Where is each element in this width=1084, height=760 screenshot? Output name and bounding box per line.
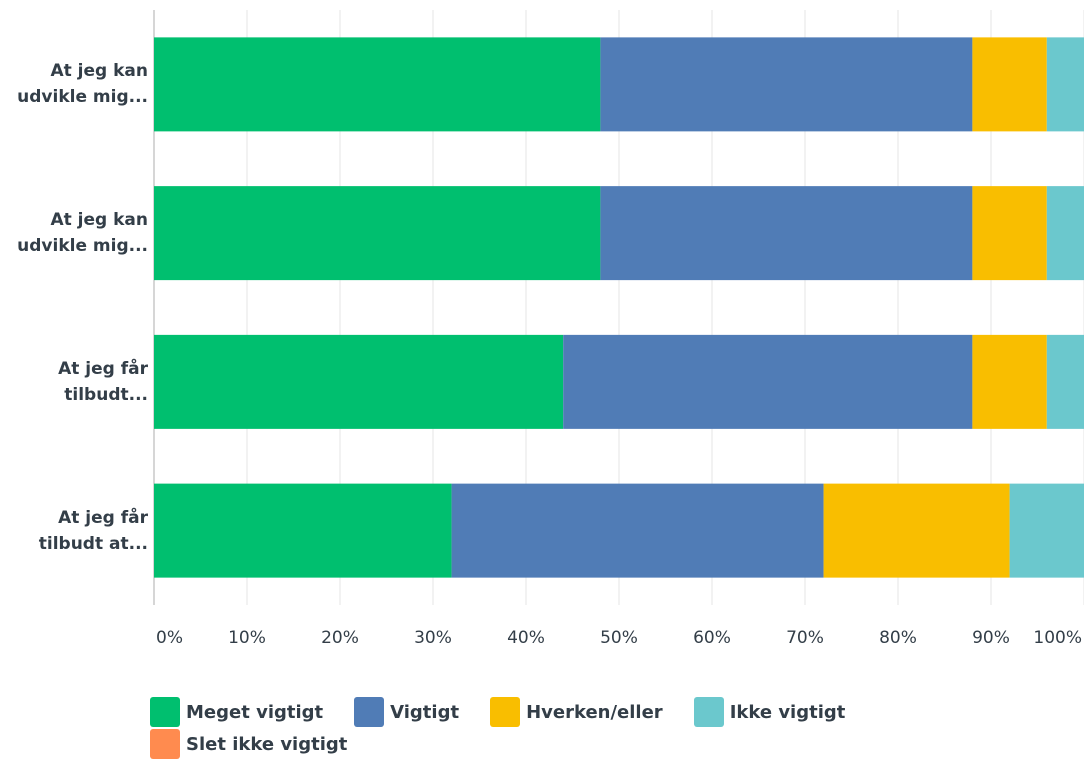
bar-segment [451, 483, 824, 578]
x-tick-label: 10% [228, 628, 266, 648]
x-tick-label: 90% [972, 628, 1010, 648]
bar-segment [972, 334, 1047, 429]
bar-segment [154, 37, 601, 132]
bar-segment [154, 483, 452, 578]
legend-item: Meget vigtigt [150, 697, 323, 727]
legend-item: Vigtigt [354, 697, 459, 727]
y-tick-label: At jeg får tilbudt at... [38, 507, 148, 554]
bar-segment [1046, 186, 1084, 281]
y-tick-label: At jeg får tilbudt... [58, 358, 148, 405]
chart: 0% 10% 20% 30% 40% 50% 60% 70% 80% 90% 100% [153, 10, 1084, 648]
x-tick-label: 70% [786, 628, 824, 648]
x-tick-label: 30% [414, 628, 452, 648]
y-tick-label: At jeg kan udvikle mig... [17, 61, 148, 108]
legend-label: Vigtigt [390, 701, 460, 723]
bar-segment [972, 37, 1047, 132]
bar-segment [1046, 334, 1084, 429]
x-tick-label: 80% [879, 628, 917, 648]
y-tick-label: At jeg kan udvikle mig... [17, 210, 148, 257]
legend-swatch [354, 697, 385, 727]
x-tick-label: 40% [507, 628, 545, 648]
legend-item: Hverken/eller [490, 697, 663, 727]
bar-segment [1046, 37, 1084, 132]
legend: Meget vigtigt Vigtigt Hverken/eller Ikke vi… [150, 697, 910, 759]
legend-swatch [150, 697, 180, 727]
legend-swatch [693, 697, 724, 727]
x-tick-label: 20% [321, 628, 359, 648]
x-tick-label: 0% [156, 628, 183, 648]
legend-label: Slet ikke vigtigt [186, 733, 348, 755]
legend-label: Meget vigtigt [186, 701, 324, 723]
x-tick-label: 100% [1033, 628, 1082, 648]
bar-segment [600, 37, 973, 132]
bar-segment [563, 334, 973, 429]
x-tick-label: 60% [693, 628, 731, 648]
legend-item: Slet ikke vigtigt [150, 729, 347, 759]
legend-swatch [490, 697, 521, 727]
bar-segment [823, 483, 1010, 578]
legend-label: Ikke vigtigt [729, 701, 846, 723]
bar-segment [972, 186, 1047, 281]
legend-label: Hverken/eller [526, 701, 663, 723]
legend-swatch [150, 729, 180, 759]
bar-segment [600, 186, 973, 281]
bar-segment [154, 186, 601, 281]
bar-segment [1009, 483, 1084, 578]
legend-item: Ikke vigtigt [693, 697, 846, 727]
bar-segment [154, 334, 564, 429]
x-tick-label: 50% [600, 628, 638, 648]
